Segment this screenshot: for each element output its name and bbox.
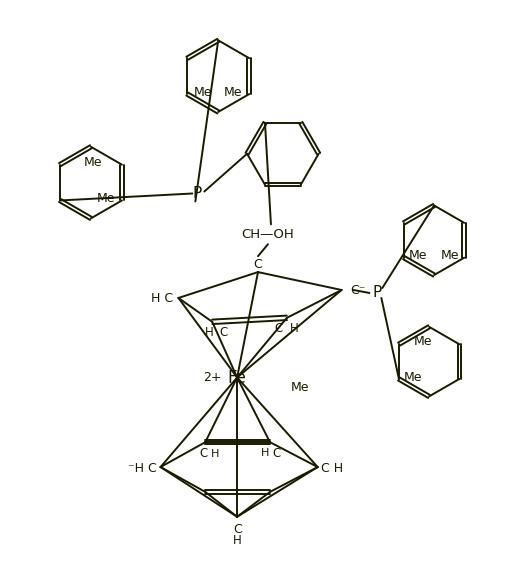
Text: C H: C H	[320, 462, 343, 474]
Text: C: C	[233, 523, 242, 536]
Text: P: P	[373, 286, 382, 301]
Text: C: C	[199, 447, 207, 460]
Text: ⁻H C: ⁻H C	[128, 462, 157, 474]
Text: H: H	[261, 448, 269, 458]
Text: H: H	[205, 326, 214, 339]
Text: H: H	[233, 534, 242, 547]
Text: C: C	[254, 258, 263, 271]
Text: Me: Me	[224, 85, 243, 99]
Text: H: H	[211, 449, 219, 459]
Text: CH—OH: CH—OH	[242, 228, 294, 241]
Text: Me: Me	[84, 156, 102, 169]
Text: C: C	[275, 323, 283, 335]
Text: Me: Me	[194, 85, 213, 99]
Text: Me: Me	[291, 381, 309, 394]
Text: Me: Me	[414, 335, 432, 348]
Text: C: C	[219, 326, 227, 339]
Text: Fe: Fe	[228, 369, 246, 387]
Text: P: P	[193, 186, 202, 201]
Text: Me: Me	[404, 370, 422, 384]
Text: H: H	[290, 323, 298, 335]
Text: H C: H C	[152, 293, 173, 305]
Text: C: C	[273, 447, 281, 460]
Text: Me: Me	[408, 249, 427, 262]
Text: 2+: 2+	[203, 371, 221, 384]
Text: C⁻: C⁻	[350, 284, 365, 298]
Text: Me: Me	[441, 249, 460, 262]
Text: Me: Me	[97, 192, 115, 205]
